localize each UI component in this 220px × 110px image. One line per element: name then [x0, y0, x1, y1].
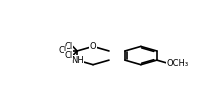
Text: Cl: Cl	[59, 47, 67, 55]
Text: O: O	[90, 42, 96, 51]
Text: OCH₃: OCH₃	[167, 59, 189, 68]
Text: NH: NH	[71, 56, 83, 65]
Text: Cl: Cl	[64, 51, 73, 60]
Text: Cl: Cl	[64, 42, 73, 51]
